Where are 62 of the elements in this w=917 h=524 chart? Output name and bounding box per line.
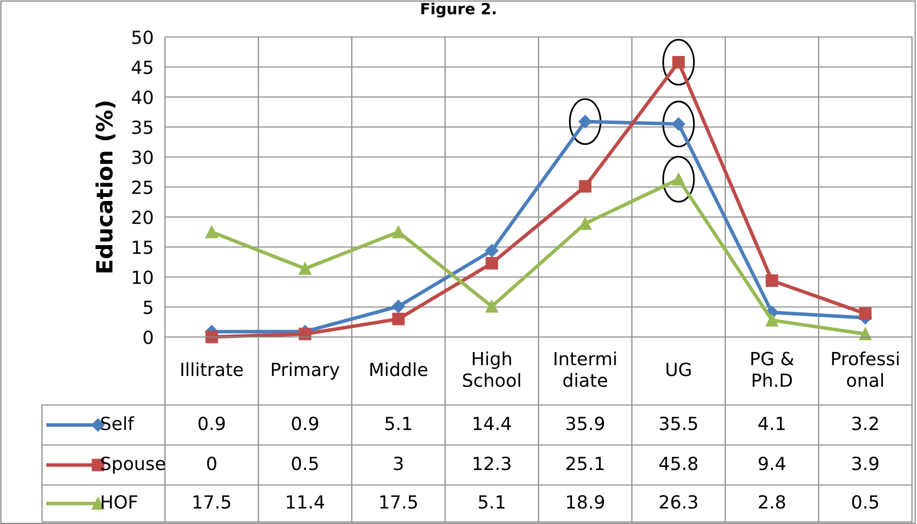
point [766,314,778,326]
data-label: 25.1 [566,456,604,470]
data-label: 12.3 [474,456,510,470]
data-label: 3 [394,456,403,470]
legend-label: Self [101,416,134,430]
y-tick-label: 25 [132,180,152,194]
chart-title: Figure 2. [421,2,496,18]
x-tick-label: Intermi diate [554,351,616,388]
point [392,312,405,326]
point [205,226,218,238]
data-label: 26.3 [660,495,698,509]
y-tick-label: 35 [132,120,152,134]
data-label: 4.1 [758,416,785,430]
y-tick-label: 0 [144,330,153,344]
y-tick-label: 45 [132,60,152,74]
point [205,330,218,344]
y-tick-label: 40 [132,90,153,104]
data-label: 2.8 [758,495,786,509]
y-axis-title: Education (%) [96,102,116,272]
point [486,300,498,313]
x-tick-label: Professi onal [832,351,899,388]
point [486,256,498,270]
data-label: 5.1 [385,416,412,430]
point [766,274,778,287]
data-label: 0.9 [292,416,318,430]
x-tick-label: PG & Ph.D [751,352,794,387]
legend-label: HOF [102,495,138,509]
data-label: 5.1 [478,495,505,509]
point [298,262,312,275]
y-tick-label: 10 [132,270,153,284]
x-tick-label: Primary [272,362,340,380]
data-label: 0.9 [198,416,225,430]
data-label: 17.5 [380,495,417,509]
data-label: 11.4 [286,495,324,508]
x-tick-label: Illitrate [181,362,243,376]
point [859,328,872,340]
data-label: 35.9 [566,416,604,430]
data-label: 35.5 [660,416,698,430]
data-label: 3.2 [852,416,878,430]
point [392,226,405,238]
y-tick-label: 20 [132,210,153,224]
point [859,307,872,320]
data-label: 3.9 [852,456,878,470]
data-label: 14.4 [474,416,511,430]
data-label: 0 [207,456,216,470]
point [392,300,406,313]
x-tick-label: UG [666,362,691,376]
x-tick-label: Middle [370,362,428,376]
x-tick-label: High School [463,351,520,388]
point [298,328,312,340]
data-label: 17.5 [194,495,230,509]
point [578,180,592,193]
y-tick-label: 50 [132,30,153,44]
data-label: 45.8 [659,456,698,470]
data-label: 0.5 [852,495,878,509]
data-label: 18.9 [567,495,604,509]
data-label: 0.5 [292,456,318,470]
y-tick-label: 15 [132,240,152,254]
data-label: 9.4 [758,456,786,470]
y-tick-label: 5 [144,300,152,314]
y-tick-label: 30 [132,150,153,164]
point [485,244,498,258]
